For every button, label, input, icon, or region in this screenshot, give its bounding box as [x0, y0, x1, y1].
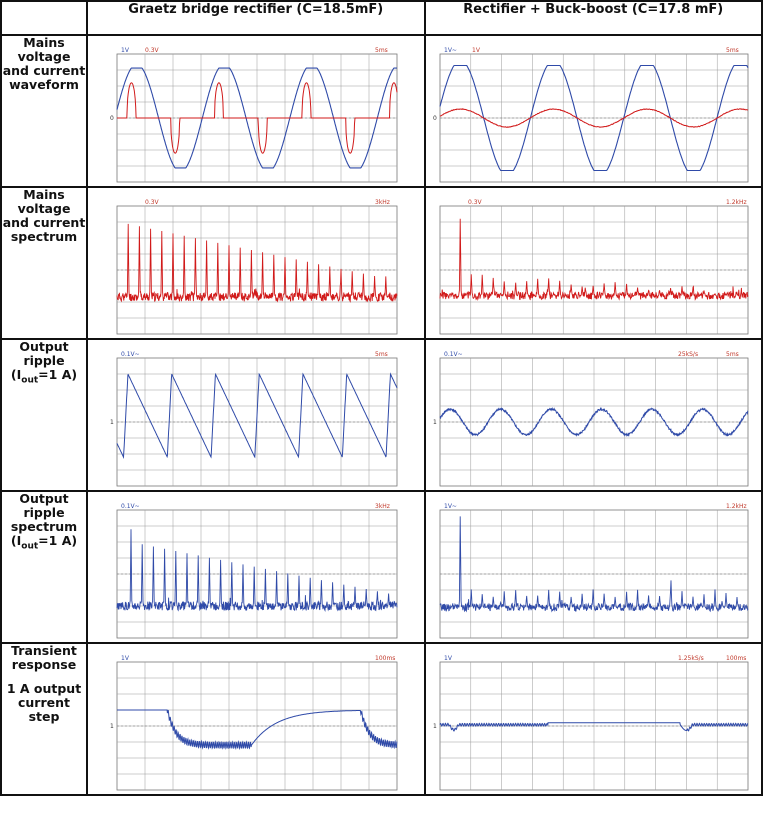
timebase-label: 1.2kHz — [726, 199, 747, 206]
ground-marker: 1 — [110, 419, 114, 426]
transient-trace-r5c2: 1V 1.25kS/s 100ms 1 — [433, 655, 749, 791]
ground-marker: 1 — [110, 723, 114, 730]
row-label-line: Output — [19, 339, 69, 354]
row-label-line: Mains — [23, 35, 65, 50]
scope-grid — [439, 357, 749, 487]
channel1-scale-label: 1V — [121, 655, 130, 662]
row-label-output-ripple: Output ripple (Iout=1 A) — [0, 338, 88, 492]
ground-marker: 1 — [433, 419, 437, 426]
scope-cell-r2c2: 0.3V 1.2kHz — [423, 186, 763, 340]
transient-trace — [116, 709, 398, 751]
comparison-table: Graetz bridge rectifier (C=18.5mF) Recti… — [0, 0, 763, 796]
scope-cell-r3c2: 0.1V~ 25kS/s 5ms 1 — [423, 338, 763, 492]
scope-grid — [116, 661, 398, 791]
scope-grid — [116, 205, 398, 335]
channel1-scale-label: 1V~ — [444, 503, 457, 510]
scope-cell-r5c1: 1V 100ms 1 — [86, 642, 426, 796]
row-label-line: Transient — [11, 643, 77, 658]
timebase-label: 100ms — [375, 655, 395, 662]
spectrum-trace-r2c2: 0.3V 1.2kHz — [439, 199, 749, 335]
current-spectrum-trace — [116, 223, 398, 303]
ripple-trace-r3c2: 0.1V~ 25kS/s 5ms 1 — [433, 351, 749, 487]
timebase-label: 5ms — [375, 47, 388, 54]
row-label-line: response — [11, 657, 77, 672]
transient-trace — [439, 722, 749, 732]
timebase-label: 100ms — [726, 655, 746, 662]
row-label-line: ripple — [23, 353, 65, 368]
row-label-line: ripple — [23, 505, 65, 520]
row-label-line: waveform — [9, 77, 79, 92]
channel1-scale-label: 1V~ — [444, 47, 457, 54]
row-label-line: and current — [2, 215, 86, 230]
channel1-scale-label: 0.1V~ — [444, 351, 463, 358]
current-spectrum-trace — [439, 218, 749, 301]
row-label-line: spectrum — [10, 519, 78, 534]
scope-grid — [439, 661, 749, 791]
oscilloscope-trace-r1c2: 1V~ 1V 5ms 0 — [433, 47, 749, 183]
row-label-transient: Transient response 1 A output current st… — [0, 642, 88, 796]
row-label-line: and current — [2, 63, 86, 78]
scope-cell-r4c2: 1V~ 1.2kHz — [423, 490, 763, 644]
row-label-line: voltage — [17, 49, 71, 64]
row-label-mains-waveform: Mains voltage and current waveform — [0, 34, 88, 188]
timebase-label: 5ms — [726, 351, 739, 358]
timebase-label: 1.2kHz — [726, 503, 747, 510]
row-label-line: 1 A output — [6, 681, 82, 696]
channel1-scale-label: 0.1V~ — [121, 351, 140, 358]
timebase-label: 5ms — [375, 351, 388, 358]
channel2-scale-label: 0.3V — [145, 199, 160, 206]
current-trace — [439, 108, 749, 128]
spectrum-trace-r4c2: 1V~ 1.2kHz — [439, 503, 749, 639]
ripple-trace-r3c1: 0.1V~ 5ms 1 — [110, 351, 398, 487]
ripple-spectrum-trace — [439, 516, 749, 613]
channel2-scale-label: 1V — [472, 47, 481, 54]
scope-grid — [439, 53, 749, 183]
spectrum-trace-r2c1: 0.3V 3kHz — [116, 199, 398, 335]
channel1-scale-label: 0.1V~ — [121, 503, 140, 510]
sample-rate-label: 1.25kS/s — [678, 655, 704, 662]
channel2-scale-label: 0.3V — [145, 47, 160, 54]
ground-marker: 0 — [110, 115, 114, 122]
ripple-spectrum-trace — [116, 529, 398, 613]
ripple-trace — [116, 372, 398, 460]
row-label-line: spectrum — [10, 229, 78, 244]
row-label-line: current — [18, 695, 70, 710]
sample-rate-label: 25kS/s — [678, 351, 698, 358]
transient-trace-r5c1: 1V 100ms 1 — [110, 655, 398, 791]
scope-cell-r5c2: 1V 1.25kS/s 100ms 1 — [423, 642, 763, 796]
row-label-line: step — [28, 709, 60, 724]
scope-grid — [439, 205, 749, 335]
row-label-line: voltage — [17, 201, 71, 216]
voltage-trace — [116, 67, 397, 169]
spectrum-trace-r4c1: 0.1V~ 3kHz — [116, 503, 398, 639]
channel2-scale-label: 0.3V — [468, 199, 483, 206]
row-label-line: Output — [19, 491, 69, 506]
ground-marker: 1 — [433, 723, 437, 730]
scope-cell-r2c1: 0.3V 3kHz — [86, 186, 426, 340]
current-trace — [116, 82, 398, 154]
scope-grid — [439, 509, 749, 639]
channel1-scale-label: 1V — [121, 47, 130, 54]
timebase-label: 3kHz — [375, 199, 390, 206]
oscilloscope-trace-r1c1: 1V 0.3V 5ms 0 — [110, 47, 398, 183]
ground-marker: 0 — [433, 115, 437, 122]
column-header-graetz: Graetz bridge rectifier (C=18.5mF) — [86, 0, 426, 36]
iout-label: (Iout=1 A) — [10, 367, 78, 386]
row-label-mains-spectrum: Mains voltage and current spectrum — [0, 186, 88, 340]
row-label-ripple-spectrum: Output ripple spectrum (Iout=1 A) — [0, 490, 88, 644]
scope-grid — [116, 509, 398, 639]
voltage-trace — [439, 64, 749, 172]
ripple-trace — [439, 406, 749, 437]
scope-cell-r1c2: 1V~ 1V 5ms 0 — [423, 34, 763, 188]
corner-cell — [0, 0, 88, 36]
column-header-buck-boost: Rectifier + Buck-boost (C=17.8 mF) — [423, 0, 763, 36]
channel1-scale-label: 1V — [444, 655, 453, 662]
scope-cell-r4c1: 0.1V~ 3kHz — [86, 490, 426, 644]
row-label-line: Mains — [23, 187, 65, 202]
scope-cell-r3c1: 0.1V~ 5ms 1 — [86, 338, 426, 492]
timebase-label: 5ms — [726, 47, 739, 54]
timebase-label: 3kHz — [375, 503, 390, 510]
iout-label: (Iout=1 A) — [10, 533, 78, 552]
scope-cell-r1c1: 1V 0.3V 5ms 0 — [86, 34, 426, 188]
